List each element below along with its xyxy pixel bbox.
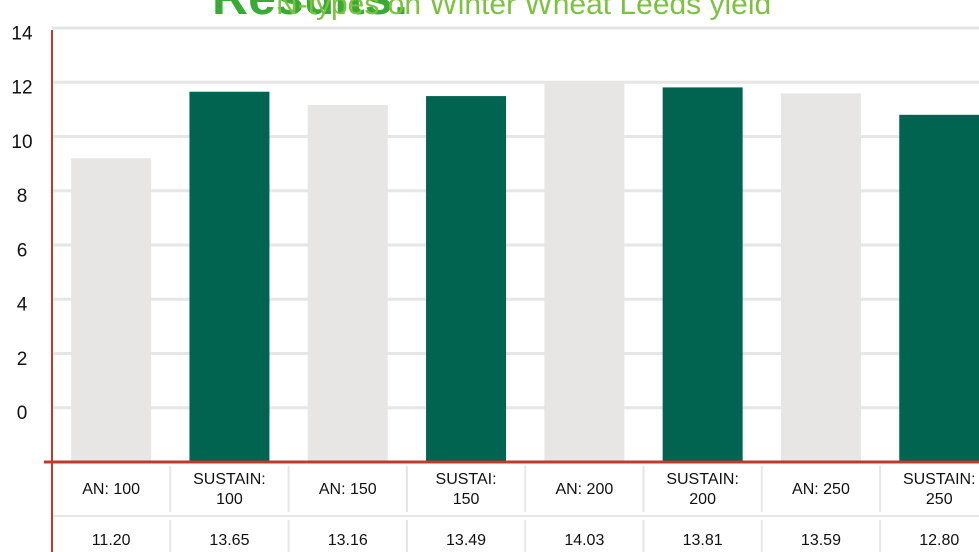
bar — [662, 87, 743, 462]
chart-subtitle: N-types on Winter Wheat Leeds yield — [276, 0, 771, 21]
bar — [544, 81, 625, 462]
x-tick-label: AN: 200 — [555, 481, 614, 498]
y-tick-label: 0 — [17, 403, 28, 424]
value-label: 12.80 — [919, 532, 959, 549]
bar — [780, 93, 861, 462]
bar — [426, 96, 507, 463]
category-cell: SUSTAIN: 200 — [666, 471, 739, 508]
value-label: 13.59 — [801, 532, 841, 549]
x-tick-label: AN: 150 — [318, 481, 377, 498]
category-cell: SUSTAIN: 100 — [193, 471, 266, 508]
bar — [899, 114, 979, 463]
category-cell: AN: 250 — [792, 481, 850, 498]
x-tick-label: SUSTAI: 150 — [435, 471, 497, 508]
y-tick-label: 12 — [11, 78, 32, 99]
y-tick-label: 14 — [11, 23, 33, 44]
value-label: 14.03 — [564, 532, 604, 549]
x-tick-label: AN: 250 — [792, 481, 850, 498]
y-tick-label: 4 — [17, 295, 28, 316]
value-label: 13.49 — [446, 532, 486, 549]
x-tick-label: AN: 100 — [82, 481, 141, 498]
y-tick-label: 10 — [11, 132, 32, 153]
x-tick-label: SUSTAIN: 250 — [902, 471, 976, 508]
bar — [307, 105, 388, 462]
category-cell: AN: 100 — [82, 481, 141, 498]
value-label: 13.16 — [328, 532, 368, 549]
value-label: 13.81 — [683, 532, 723, 549]
category-cell: AN: 150 — [318, 481, 377, 498]
y-tick-label: 6 — [17, 240, 28, 261]
value-label: 13.65 — [209, 532, 249, 549]
x-tick-label: SUSTAIN: 100 — [193, 471, 266, 508]
category-cell: SUSTAI: 150 — [435, 471, 497, 508]
x-tick-label: SUSTAIN: 200 — [666, 471, 739, 508]
bar — [71, 158, 152, 462]
chart-title: Results: — [212, 0, 409, 25]
y-tick-label: 2 — [17, 349, 28, 370]
y-tick-label: 8 — [17, 186, 28, 207]
category-cell: AN: 200 — [555, 481, 614, 498]
category-cell: SUSTAIN: 250 — [902, 471, 976, 508]
value-label: 11.20 — [92, 532, 131, 549]
bar — [189, 91, 270, 463]
